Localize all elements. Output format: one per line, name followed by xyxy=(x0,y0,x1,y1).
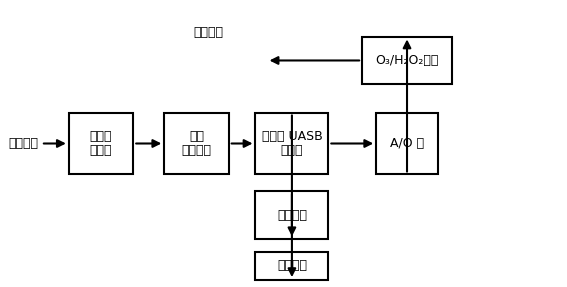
Text: 达标排放: 达标排放 xyxy=(194,26,223,39)
Bar xyxy=(255,113,328,174)
Text: 生产废水: 生产废水 xyxy=(9,137,39,150)
Bar xyxy=(362,36,452,84)
Bar xyxy=(164,113,229,174)
Bar xyxy=(69,113,133,174)
Text: 改进型 UASB
反应器: 改进型 UASB 反应器 xyxy=(261,129,322,158)
Bar xyxy=(255,252,328,280)
Text: 沼气脱硫: 沼气脱硫 xyxy=(277,209,307,222)
Text: O₃/H₂O₂氧化: O₃/H₂O₂氧化 xyxy=(375,54,439,67)
Text: A/O 池: A/O 池 xyxy=(390,137,424,150)
Text: 超效
浅层气浮: 超效 浅层气浮 xyxy=(181,129,211,158)
Text: 综合利用: 综合利用 xyxy=(277,259,307,272)
Bar xyxy=(255,191,328,239)
Text: 中和强
化自聚: 中和强 化自聚 xyxy=(90,129,112,158)
Bar xyxy=(376,113,438,174)
